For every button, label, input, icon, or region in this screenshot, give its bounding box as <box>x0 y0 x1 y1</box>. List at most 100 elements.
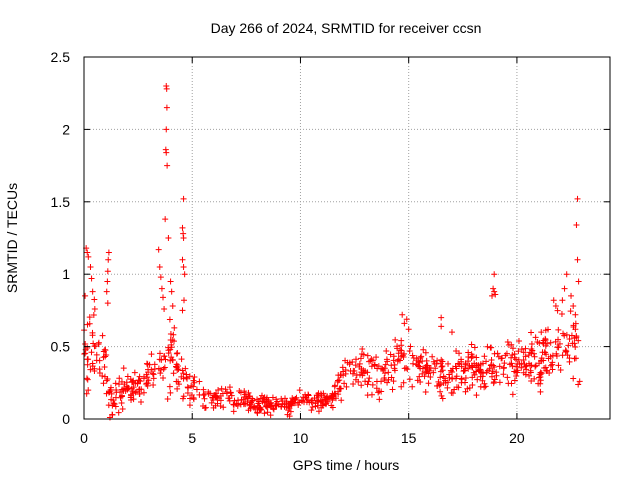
data-point <box>309 404 316 411</box>
data-point <box>331 383 338 390</box>
data-point <box>83 375 90 382</box>
data-point <box>186 373 193 380</box>
data-point <box>417 354 424 361</box>
data-point <box>245 389 252 396</box>
data-point <box>254 396 261 403</box>
data-point <box>547 339 554 346</box>
data-point <box>127 376 134 383</box>
data-point <box>264 409 271 416</box>
data-point <box>438 392 445 399</box>
data-point <box>245 407 252 414</box>
data-point <box>136 377 143 384</box>
data-point <box>91 305 98 312</box>
data-point <box>374 365 381 372</box>
data-point <box>263 396 270 403</box>
data-point <box>561 332 568 339</box>
data-point <box>287 401 294 408</box>
data-point <box>357 355 364 362</box>
data-point <box>120 387 127 394</box>
data-point <box>180 195 187 202</box>
data-point <box>576 378 583 385</box>
data-point <box>562 347 569 354</box>
data-point <box>87 366 94 373</box>
data-point <box>124 373 131 380</box>
data-point <box>481 353 488 360</box>
data-point <box>169 336 176 343</box>
data-point <box>555 344 562 351</box>
data-point <box>427 374 434 381</box>
data-point <box>82 350 89 357</box>
data-point <box>156 356 163 363</box>
data-point <box>570 303 577 310</box>
data-point <box>105 402 112 409</box>
data-point <box>89 288 96 295</box>
data-point <box>571 355 578 362</box>
data-point <box>432 365 439 372</box>
data-point <box>518 346 525 353</box>
data-point <box>398 353 405 360</box>
data-point <box>140 389 147 396</box>
data-point <box>484 343 491 350</box>
data-point <box>365 378 372 385</box>
data-point <box>469 353 476 360</box>
data-point <box>559 352 566 359</box>
data-point <box>141 373 148 380</box>
data-point <box>404 366 411 373</box>
data-point <box>308 397 315 404</box>
data-point <box>200 386 207 393</box>
data-point <box>104 278 111 285</box>
y-tick-label: 1.5 <box>51 194 71 210</box>
data-point <box>543 367 550 374</box>
data-point <box>503 350 510 357</box>
data-point <box>575 278 582 285</box>
data-point <box>323 400 330 407</box>
data-point <box>373 378 380 385</box>
data-point <box>181 271 188 278</box>
data-point <box>259 398 266 405</box>
data-point <box>341 380 348 387</box>
data-point <box>573 334 580 341</box>
data-point <box>515 337 522 344</box>
data-point <box>448 329 455 336</box>
data-point <box>150 375 157 382</box>
data-point <box>491 288 498 295</box>
data-point <box>442 375 449 382</box>
data-point <box>444 384 451 391</box>
data-point <box>511 350 518 357</box>
data-point <box>390 357 397 364</box>
data-point <box>188 382 195 389</box>
data-point <box>536 371 543 378</box>
data-point <box>417 365 424 372</box>
data-point <box>175 366 182 373</box>
data-point <box>120 365 127 372</box>
data-point <box>505 380 512 387</box>
data-point <box>416 373 423 380</box>
data-point <box>179 307 186 314</box>
data-point <box>572 326 579 333</box>
data-point <box>423 357 430 364</box>
data-point <box>425 370 432 377</box>
data-point <box>465 349 472 356</box>
data-point <box>190 396 197 403</box>
data-point <box>200 392 207 399</box>
data-point <box>183 374 190 381</box>
data-point <box>305 391 312 398</box>
data-point <box>570 375 577 382</box>
data-point <box>353 372 360 379</box>
data-point <box>179 256 186 263</box>
data-point <box>240 396 247 403</box>
data-point <box>500 365 507 372</box>
data-point <box>419 370 426 377</box>
y-tick-label: 2.5 <box>51 49 71 65</box>
data-point <box>163 126 170 133</box>
data-point <box>173 350 180 357</box>
data-point <box>531 353 538 360</box>
data-point <box>475 367 482 374</box>
data-point <box>143 360 150 367</box>
data-point <box>528 377 535 384</box>
data-point <box>360 351 367 358</box>
data-point <box>385 369 392 376</box>
data-point <box>438 314 445 321</box>
data-point <box>504 338 511 345</box>
data-point <box>375 389 382 396</box>
